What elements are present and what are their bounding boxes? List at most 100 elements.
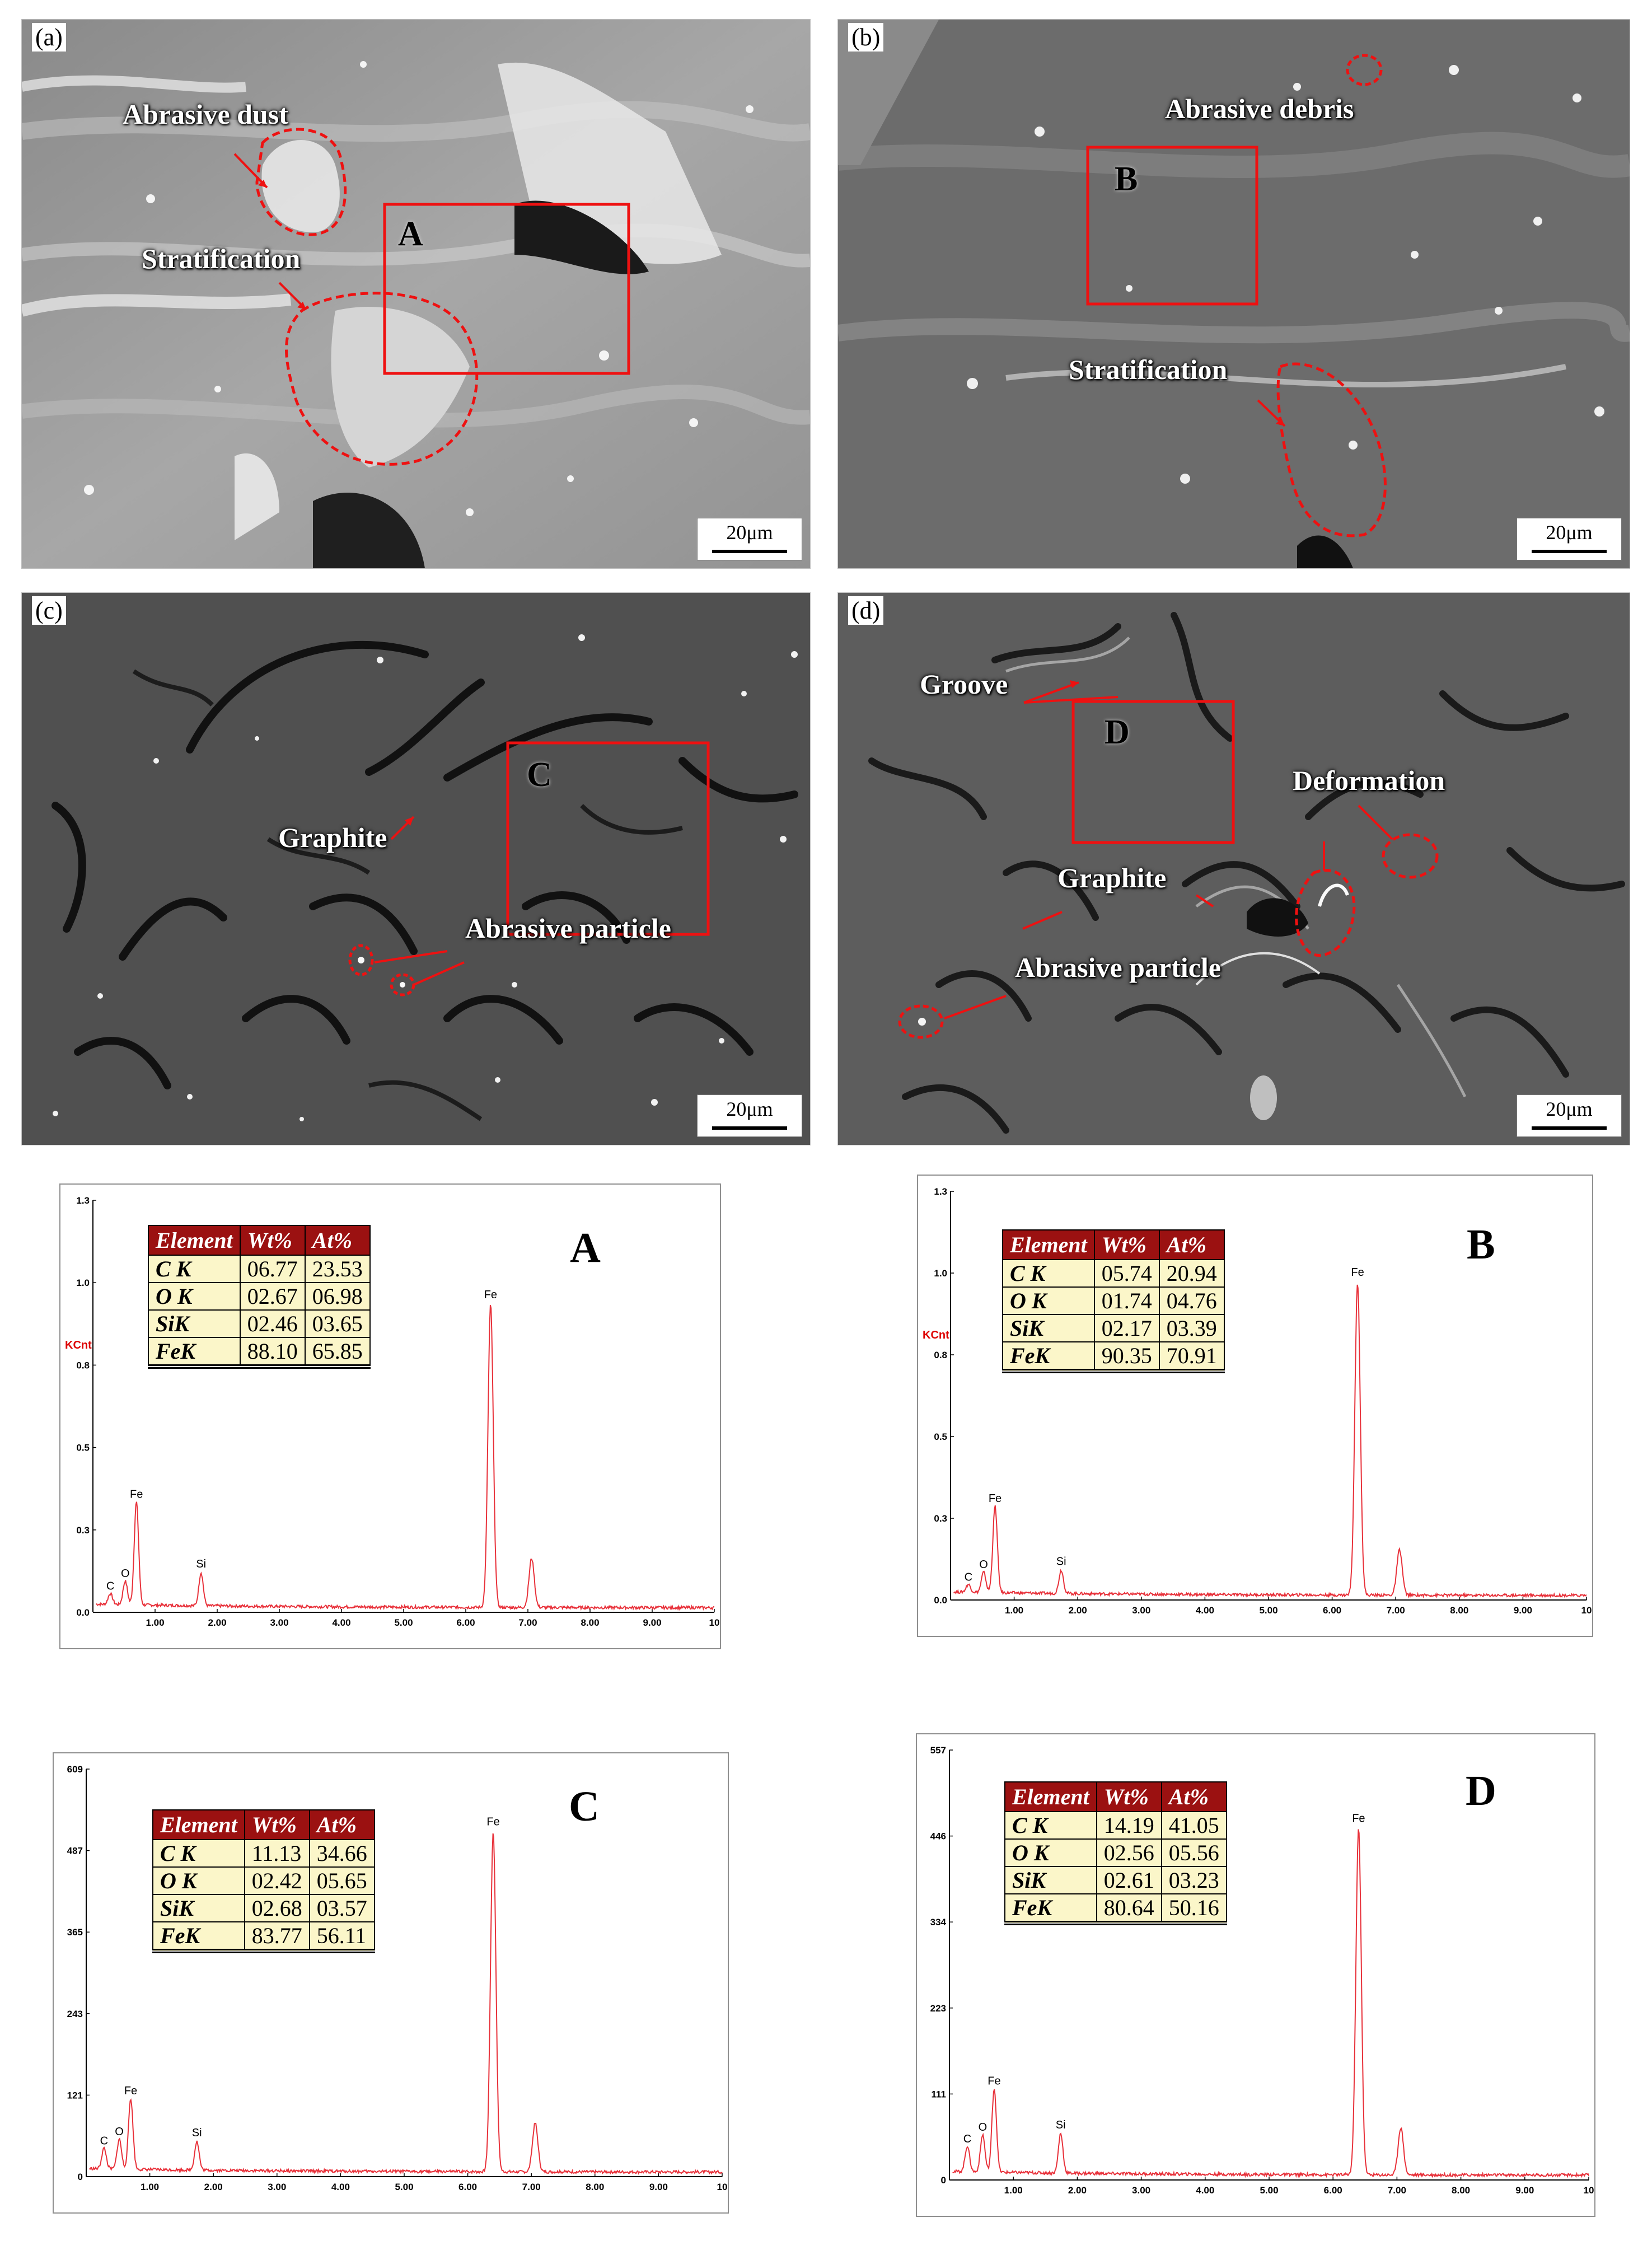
element-table-d: Element Wt% At% C K 14.19 41.05 O K 02.56 05.5… [1004, 1781, 1227, 1925]
wt-value: 11.13 [244, 1839, 310, 1868]
at-value: 56.11 [308, 1921, 375, 1953]
peak-label: O [121, 1568, 130, 1580]
y-tick-label: 121 [67, 2090, 83, 2100]
x-tick-label: 2.00 [1068, 2185, 1087, 2196]
y-tick-label: 609 [67, 1764, 83, 1775]
x-tick-label: 5.00 [1259, 1605, 1277, 1616]
y-tick-label: 1.0 [76, 1278, 90, 1288]
element-name: SiK [148, 1309, 241, 1338]
annotation-graphite-c: Graphite [278, 822, 387, 853]
y-tick-label: 0.0 [934, 1595, 947, 1606]
element-name: SiK [1002, 1314, 1095, 1342]
element-name: SiK [1004, 1866, 1097, 1894]
eds-chart-a: 0.0 0.3 0.5 0.8 1.0 1.3 1.00 2.00 3.00 4.00 5.00 6.… [65, 1195, 720, 1628]
y-tick-label: 0.3 [934, 1513, 947, 1524]
wt-value: 02.56 [1096, 1838, 1162, 1867]
at-value: 05.56 [1160, 1838, 1227, 1867]
peak-label: Si [1056, 1555, 1066, 1568]
annotation-abrasive-dust: Abrasive dust [123, 99, 288, 130]
y-tick-label: 557 [930, 1745, 946, 1756]
y-tick-label: 334 [930, 1917, 947, 1927]
x-tick-label: 10 [709, 1617, 720, 1628]
at-value: 06.98 [304, 1282, 371, 1311]
header-element: Element [152, 1809, 245, 1840]
at-value: 50.16 [1160, 1893, 1227, 1925]
header-element: Element [1004, 1781, 1097, 1812]
x-tick-label: 5.00 [1260, 2185, 1278, 2196]
x-tick-label: 6.00 [1323, 1605, 1341, 1616]
x-tick-label: 10 [717, 2182, 728, 2192]
scale-bar-c: 20μm [697, 1094, 802, 1137]
x-tick-label: 1.00 [1005, 1605, 1023, 1616]
at-value: 20.94 [1158, 1259, 1225, 1288]
peak-label: Fe [130, 1489, 143, 1501]
element-table-c: Element Wt% At% C K 11.13 34.66 O K 02.42 05.6… [152, 1809, 375, 1953]
eds-chart-c: 0 121 243 365 487 609 1.00 2.00 3.00 4.00 5.00 6.00… [67, 1764, 728, 2192]
header-at: At% [304, 1225, 371, 1256]
x-tick-label: 8.00 [586, 2182, 604, 2192]
element-name: FeK [1004, 1893, 1097, 1925]
y-tick-label: 243 [67, 2009, 83, 2019]
annotation-stratification-a: Stratification [142, 243, 301, 274]
at-value: 23.53 [304, 1255, 371, 1283]
sem-image-a [22, 20, 810, 568]
peak-label: Si [192, 2127, 202, 2139]
x-tick-label: 3.00 [1132, 2185, 1150, 2196]
peak-label: Fe [1351, 1266, 1364, 1279]
x-tick-label: 3.00 [1132, 1605, 1150, 1616]
y-tick-label: 446 [930, 1831, 946, 1842]
wt-value: 05.74 [1093, 1259, 1160, 1288]
x-tick-label: 6.00 [1324, 2185, 1342, 2196]
wt-value: 14.19 [1096, 1811, 1162, 1840]
x-tick-label: 4.00 [332, 1617, 350, 1628]
peak-label: Si [196, 1558, 206, 1570]
x-tick-label: 9.00 [1514, 1605, 1532, 1616]
peak-label: O [115, 2126, 124, 2138]
peak-label: Fe [988, 2075, 1000, 2087]
element-name: C K [1004, 1811, 1097, 1840]
y-tick-label: 1.3 [76, 1195, 90, 1206]
at-value: 65.85 [304, 1337, 371, 1369]
spectrum-title-d: D [1466, 1767, 1496, 1814]
peak-label: Fe [484, 1289, 497, 1301]
header-element: Element [148, 1225, 241, 1256]
sem-image-b [838, 20, 1630, 568]
y-axis-label: KCnt [65, 1339, 92, 1351]
at-value: 70.91 [1158, 1341, 1225, 1373]
spectrum-line [952, 1829, 1589, 2178]
x-tick-label: 1.00 [141, 2182, 159, 2192]
wt-value: 02.67 [239, 1282, 306, 1311]
annotation-deformation: Deformation [1293, 765, 1445, 796]
x-tick-label: 8.00 [1452, 2185, 1470, 2196]
y-tick-label: 0 [78, 2172, 83, 2182]
wt-value: 02.61 [1096, 1866, 1162, 1894]
element-name: O K [148, 1282, 241, 1311]
scale-bar-label: 20μm [1546, 521, 1593, 544]
x-tick-label: 4.00 [1196, 2185, 1214, 2196]
x-tick-label: 1.00 [1004, 2185, 1023, 2196]
spectrum-title-a: A [570, 1224, 601, 1271]
header-wt: Wt% [239, 1225, 306, 1256]
wt-value: 02.42 [244, 1866, 310, 1895]
at-value: 04.76 [1158, 1286, 1225, 1315]
x-tick-label: 7.00 [1388, 2185, 1406, 2196]
peak-label: Fe [989, 1493, 1002, 1505]
sem-panel-c: (c) Graphite Abrasive particle C 20μm [21, 592, 811, 1145]
panel-label-a: (a) [32, 23, 66, 52]
sem-image-c [22, 593, 810, 1145]
spectrum-line [96, 1304, 715, 1611]
y-tick-label: 0.0 [76, 1607, 90, 1618]
wt-value: 06.77 [239, 1255, 306, 1283]
wt-value: 02.17 [1093, 1314, 1160, 1342]
peak-label: O [979, 1559, 988, 1571]
x-tick-label: 8.00 [581, 1617, 599, 1628]
eds-spectrum-b: 0.0 0.3 0.5 0.8 1.0 1.3 1.00 2.00 3.00 4.00 5.00 6.… [917, 1175, 1593, 1637]
y-tick-label: 487 [67, 1846, 83, 1856]
scale-bar-label: 20μm [726, 1098, 773, 1120]
x-tick-label: 5.00 [394, 1617, 413, 1628]
wt-value: 83.77 [244, 1921, 310, 1953]
eds-chart-b: 0.0 0.3 0.5 0.8 1.0 1.3 1.00 2.00 3.00 4.00 5.00 6.… [923, 1186, 1592, 1616]
y-tick-label: 0.5 [76, 1443, 90, 1453]
y-tick-label: 365 [67, 1927, 83, 1938]
x-tick-label: 6.00 [456, 1617, 475, 1628]
